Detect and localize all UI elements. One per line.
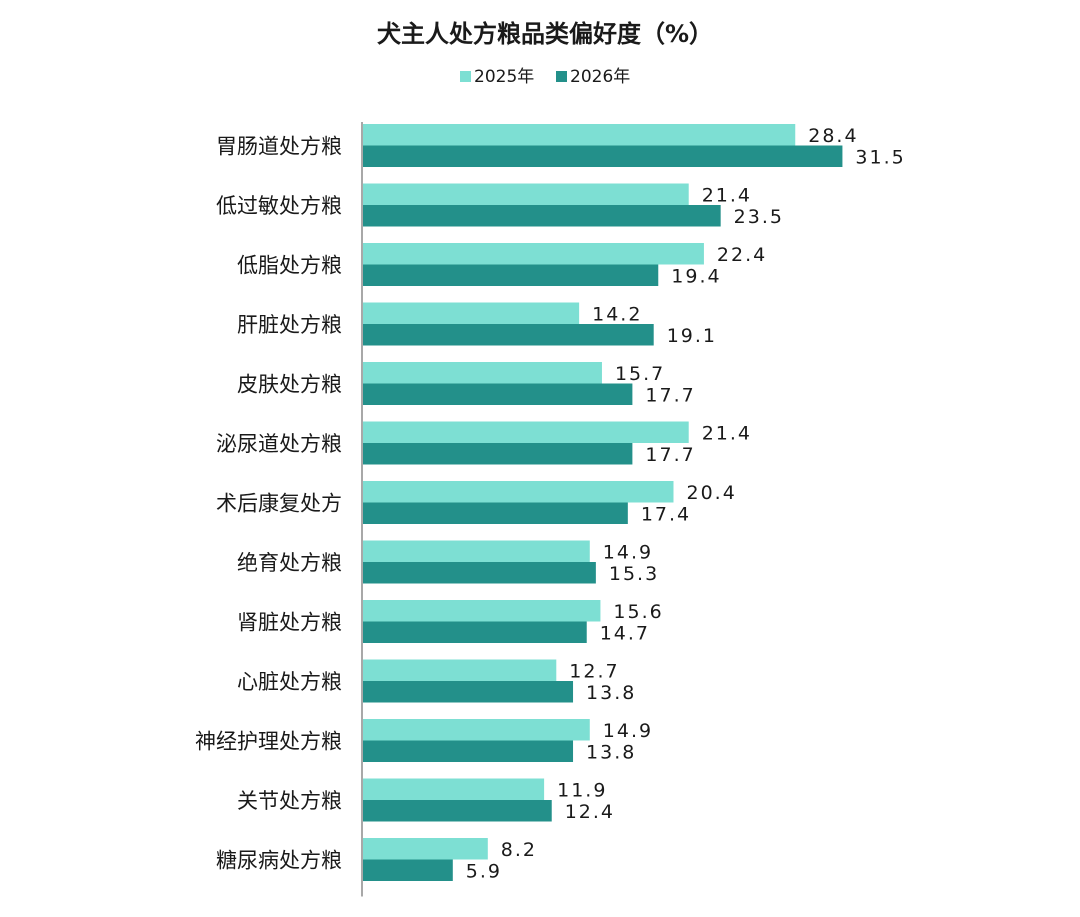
bar-0: [363, 362, 602, 384]
bar-1: [363, 324, 654, 346]
bar-1: [363, 205, 721, 227]
data-label-0: 12.7: [569, 660, 619, 682]
data-labels: 28.431.521.423.522.419.414.219.115.717.7…: [466, 125, 905, 883]
data-label-1: 19.4: [671, 265, 721, 287]
bar-1: [363, 502, 628, 524]
data-label-0: 14.9: [603, 541, 653, 563]
legend-swatch-1: [556, 71, 567, 82]
bar-0: [363, 124, 796, 146]
data-label-0: 21.4: [702, 422, 752, 444]
data-label-0: 14.2: [592, 303, 642, 325]
bar-1: [363, 800, 552, 822]
data-label-1: 31.5: [855, 146, 905, 168]
bar-1: [363, 562, 596, 584]
bar-0: [363, 838, 488, 860]
data-label-0: 20.4: [686, 482, 736, 504]
data-label-0: 15.6: [613, 601, 663, 623]
data-label-1: 23.5: [734, 206, 784, 228]
category-label: 胃肠道处方粮: [216, 135, 342, 159]
bar-0: [363, 183, 689, 205]
legend-label-1: 2026年: [570, 67, 630, 87]
data-label-1: 13.8: [586, 741, 636, 763]
data-label-0: 22.4: [717, 244, 767, 266]
bar-1: [363, 264, 659, 286]
data-label-1: 5.9: [466, 860, 502, 882]
category-label: 绝育处方粮: [237, 551, 342, 575]
category-label: 皮肤处方粮: [237, 373, 342, 397]
bar-0: [363, 778, 545, 800]
data-label-0: 21.4: [702, 184, 752, 206]
category-label: 神经护理处方粮: [195, 730, 342, 754]
legend: 2025年 2026年: [460, 67, 630, 87]
category-label: 低脂处方粮: [237, 254, 342, 278]
bar-0: [363, 481, 674, 503]
data-label-1: 17.7: [645, 384, 695, 406]
bar-0: [363, 659, 557, 681]
bar-0: [363, 719, 590, 741]
legend-swatch-0: [460, 71, 471, 82]
bar-1: [363, 621, 587, 643]
category-labels: 胃肠道处方粮低过敏处方粮低脂处方粮肝脏处方粮皮肤处方粮泌尿道处方粮术后康复处方绝…: [195, 135, 342, 873]
data-label-0: 15.7: [615, 363, 665, 385]
category-label: 泌尿道处方粮: [216, 432, 342, 456]
bar-0: [363, 302, 580, 324]
bar-0: [363, 540, 590, 562]
data-label-1: 17.7: [645, 444, 695, 466]
data-label-1: 13.8: [586, 682, 636, 704]
bar-1: [363, 740, 574, 762]
data-label-1: 19.1: [667, 325, 717, 347]
bars: [363, 124, 843, 881]
data-label-0: 11.9: [557, 779, 607, 801]
data-label-1: 14.7: [600, 622, 650, 644]
category-label: 术后康复处方: [216, 492, 342, 516]
data-label-1: 17.4: [641, 503, 691, 525]
category-label: 心脏处方粮: [237, 670, 342, 694]
category-label: 肝脏处方粮: [237, 313, 342, 337]
data-label-0: 8.2: [501, 839, 537, 861]
bar-0: [363, 421, 689, 443]
data-label-1: 15.3: [609, 563, 659, 585]
bar-1: [363, 145, 843, 167]
data-label-0: 28.4: [808, 125, 858, 147]
bar-0: [363, 600, 601, 622]
data-label-1: 12.4: [565, 801, 615, 823]
data-label-0: 14.9: [603, 720, 653, 742]
bar-1: [363, 859, 453, 881]
bar-1: [363, 383, 633, 405]
bar-1: [363, 681, 574, 703]
chart-title: 犬主人处方粮品类偏好度（%）: [377, 20, 713, 48]
bar-1: [363, 443, 633, 465]
category-label: 关节处方粮: [237, 789, 342, 813]
category-label: 肾脏处方粮: [237, 611, 342, 635]
bar-0: [363, 243, 704, 265]
category-label: 糖尿病处方粮: [216, 849, 342, 873]
category-label: 低过敏处方粮: [216, 194, 342, 218]
legend-label-0: 2025年: [474, 67, 534, 87]
